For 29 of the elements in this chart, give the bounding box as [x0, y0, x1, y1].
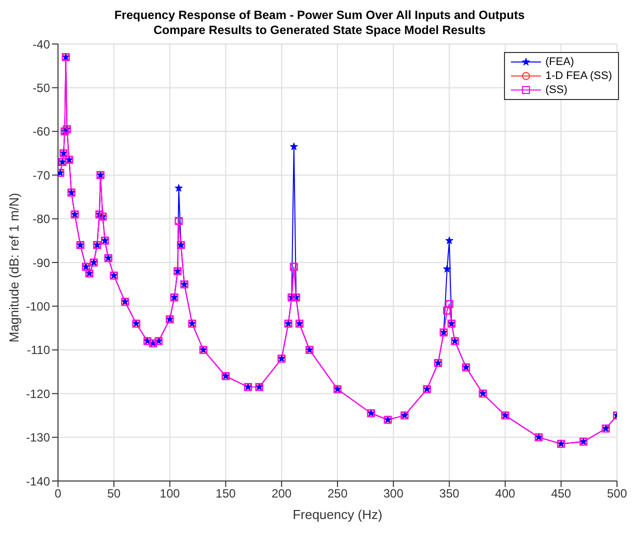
x-tick-label: 250	[327, 486, 348, 501]
x-tick-label: 50	[107, 486, 121, 501]
x-axis-title: Frequency (Hz)	[292, 507, 382, 522]
y-tick-label: -120	[26, 386, 50, 401]
y-tick-label: -60	[32, 124, 50, 139]
x-tick-label: 200	[272, 486, 292, 501]
x-tick-label: 0	[54, 486, 62, 501]
y-tick-label: -130	[26, 430, 50, 445]
x-tick-label: 350	[439, 486, 460, 501]
y-axis-title: Magnitude (dB: ref 1 m/N)	[6, 192, 22, 342]
y-tick-label: -80	[32, 212, 50, 226]
x-tick-label: 500	[606, 486, 628, 501]
y-tick-label: -140	[26, 474, 50, 488]
y-tick-label: -90	[32, 256, 50, 270]
x-tick-label: 300	[383, 486, 404, 501]
chart-subtitle: Compare Results to Generated State Space Model Results	[152, 23, 487, 38]
y-tick-label: -70	[32, 168, 50, 182]
legend-label: (SS)	[545, 83, 568, 97]
y-tick-label: -100	[26, 299, 50, 314]
y-tick-label: -110	[26, 343, 50, 358]
y-tick-label: -50	[32, 80, 50, 95]
chart-title: Frequency Response of Beam - Power Sum Over All Inputs and Outputs	[113, 8, 526, 23]
legend-label: 1-D FEA (SS)	[545, 69, 612, 83]
x-tick-label: 150	[216, 486, 236, 501]
x-tick-label: 100	[160, 486, 180, 501]
x-tick-label: 450	[551, 486, 572, 501]
legend-label: (FEA)	[545, 55, 574, 69]
x-tick-label: 400	[495, 486, 516, 501]
y-tick-label: -40	[32, 37, 50, 52]
